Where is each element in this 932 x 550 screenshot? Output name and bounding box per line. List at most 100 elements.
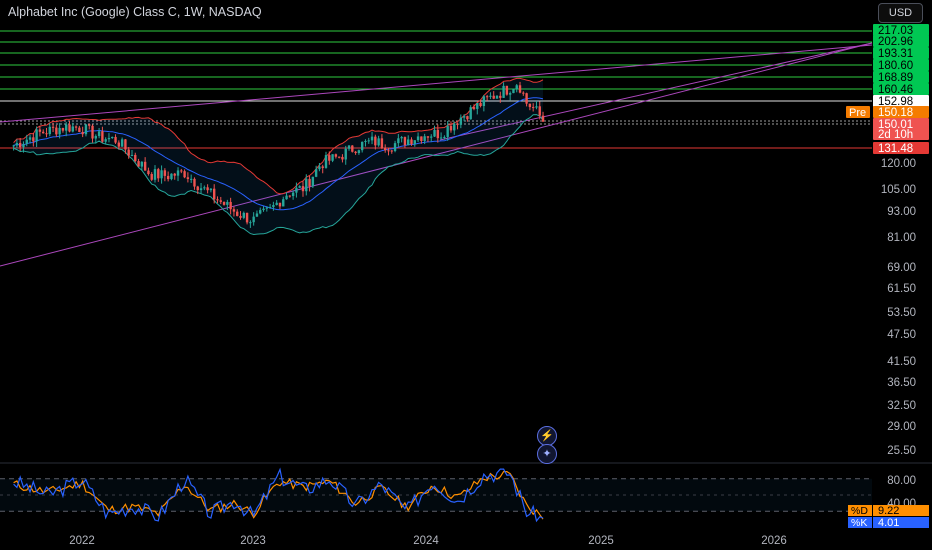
candle-body [166, 175, 170, 180]
candle-body [469, 107, 472, 120]
candle-body [311, 176, 315, 187]
currency-button[interactable]: USD [878, 3, 923, 23]
candle-body [482, 96, 486, 107]
candle-body [337, 156, 341, 158]
candle-body [22, 143, 25, 148]
candle-body [137, 161, 140, 167]
candles [12, 81, 545, 228]
candle-body [216, 199, 219, 201]
candle-body [265, 207, 269, 209]
candle-body [272, 205, 275, 208]
candle-body [236, 211, 239, 216]
candle-body [370, 136, 374, 141]
candle-body [18, 142, 22, 148]
trendline-mid [439, 42, 873, 141]
candle-body [84, 124, 88, 135]
candle-body [328, 155, 331, 161]
candle-body [397, 138, 400, 144]
candle-body [305, 178, 308, 192]
candle-body [430, 136, 433, 138]
trendline-lower [0, 42, 873, 267]
candle-body [439, 137, 443, 139]
candle-body [206, 187, 209, 191]
candle-body [535, 106, 538, 108]
candle-body [351, 145, 354, 152]
candle-body [255, 213, 259, 217]
candle-body [117, 142, 121, 147]
candle-body [426, 136, 430, 138]
candle-body [387, 150, 390, 152]
price-tag-label: 150.18 [878, 107, 913, 119]
pre-tag [846, 106, 870, 118]
candle-body [443, 136, 446, 138]
candle-body [170, 173, 173, 180]
candle-body [466, 116, 469, 120]
bollinger-lower [13, 114, 544, 236]
candle-body [314, 169, 318, 177]
price-tag-label: 193.31 [878, 48, 913, 60]
candle-body [78, 127, 81, 132]
replay-icon[interactable]: ⚡ [537, 426, 557, 446]
candle-body [278, 202, 282, 207]
price-tag-label: 180.60 [878, 60, 913, 72]
candle-body [416, 136, 420, 141]
candle-body [344, 148, 347, 160]
candle-body [94, 136, 98, 139]
candle-body [262, 208, 265, 211]
candle-body [107, 138, 111, 140]
price-tag-label: 2d 10h [878, 129, 913, 141]
candle-body [38, 129, 42, 132]
candle-body [196, 186, 199, 191]
candle-body [413, 140, 416, 145]
candle-body [492, 95, 495, 99]
candle-body [275, 202, 278, 206]
price-tag [873, 35, 929, 47]
candle-body [364, 140, 367, 142]
candle-body [456, 123, 459, 125]
candle-body [538, 106, 541, 116]
candle-body [45, 133, 48, 135]
candle-body [140, 161, 144, 167]
candle-body [285, 195, 288, 200]
x-tick-label: 2023 [240, 535, 266, 547]
candle-body [502, 85, 505, 98]
stoch-d-value-tag [873, 505, 929, 516]
candle-body [239, 215, 242, 218]
price-tag [873, 71, 929, 83]
candle-body [124, 139, 127, 150]
y-tick-label: 81.00 [887, 232, 916, 244]
candle-body [407, 139, 410, 146]
y-tick-label: 47.50 [887, 329, 916, 341]
candle-body [97, 131, 101, 137]
candle-body [298, 186, 301, 188]
stoch-d-tag-label: %D [851, 505, 868, 517]
candle-body [400, 137, 403, 139]
candle-body [186, 177, 190, 179]
candle-body [291, 192, 295, 197]
candle-body [88, 124, 91, 126]
candle-body [525, 93, 528, 104]
x-tick-label: 2026 [761, 535, 787, 547]
bollinger-upper [13, 77, 544, 195]
candle-body [127, 149, 130, 156]
candle-body [147, 170, 150, 175]
candle-body [176, 170, 180, 176]
y-tick-label: 32.50 [887, 400, 916, 412]
candle-body [35, 129, 38, 142]
candle-body [226, 201, 229, 205]
candle-body [58, 127, 61, 135]
price-tag [873, 59, 929, 71]
compass-icon[interactable]: ✦ [537, 444, 557, 464]
candle-body [150, 174, 153, 180]
candle-body [531, 107, 535, 109]
candle-body [222, 201, 226, 205]
moving-average [13, 97, 544, 211]
candle-body [25, 139, 28, 144]
candle-body [489, 95, 492, 97]
candle-body [508, 93, 512, 95]
candle-body [331, 154, 334, 161]
candle-body [252, 216, 255, 223]
price-tag-label: 131.48 [878, 143, 913, 155]
candle-body [357, 150, 361, 154]
